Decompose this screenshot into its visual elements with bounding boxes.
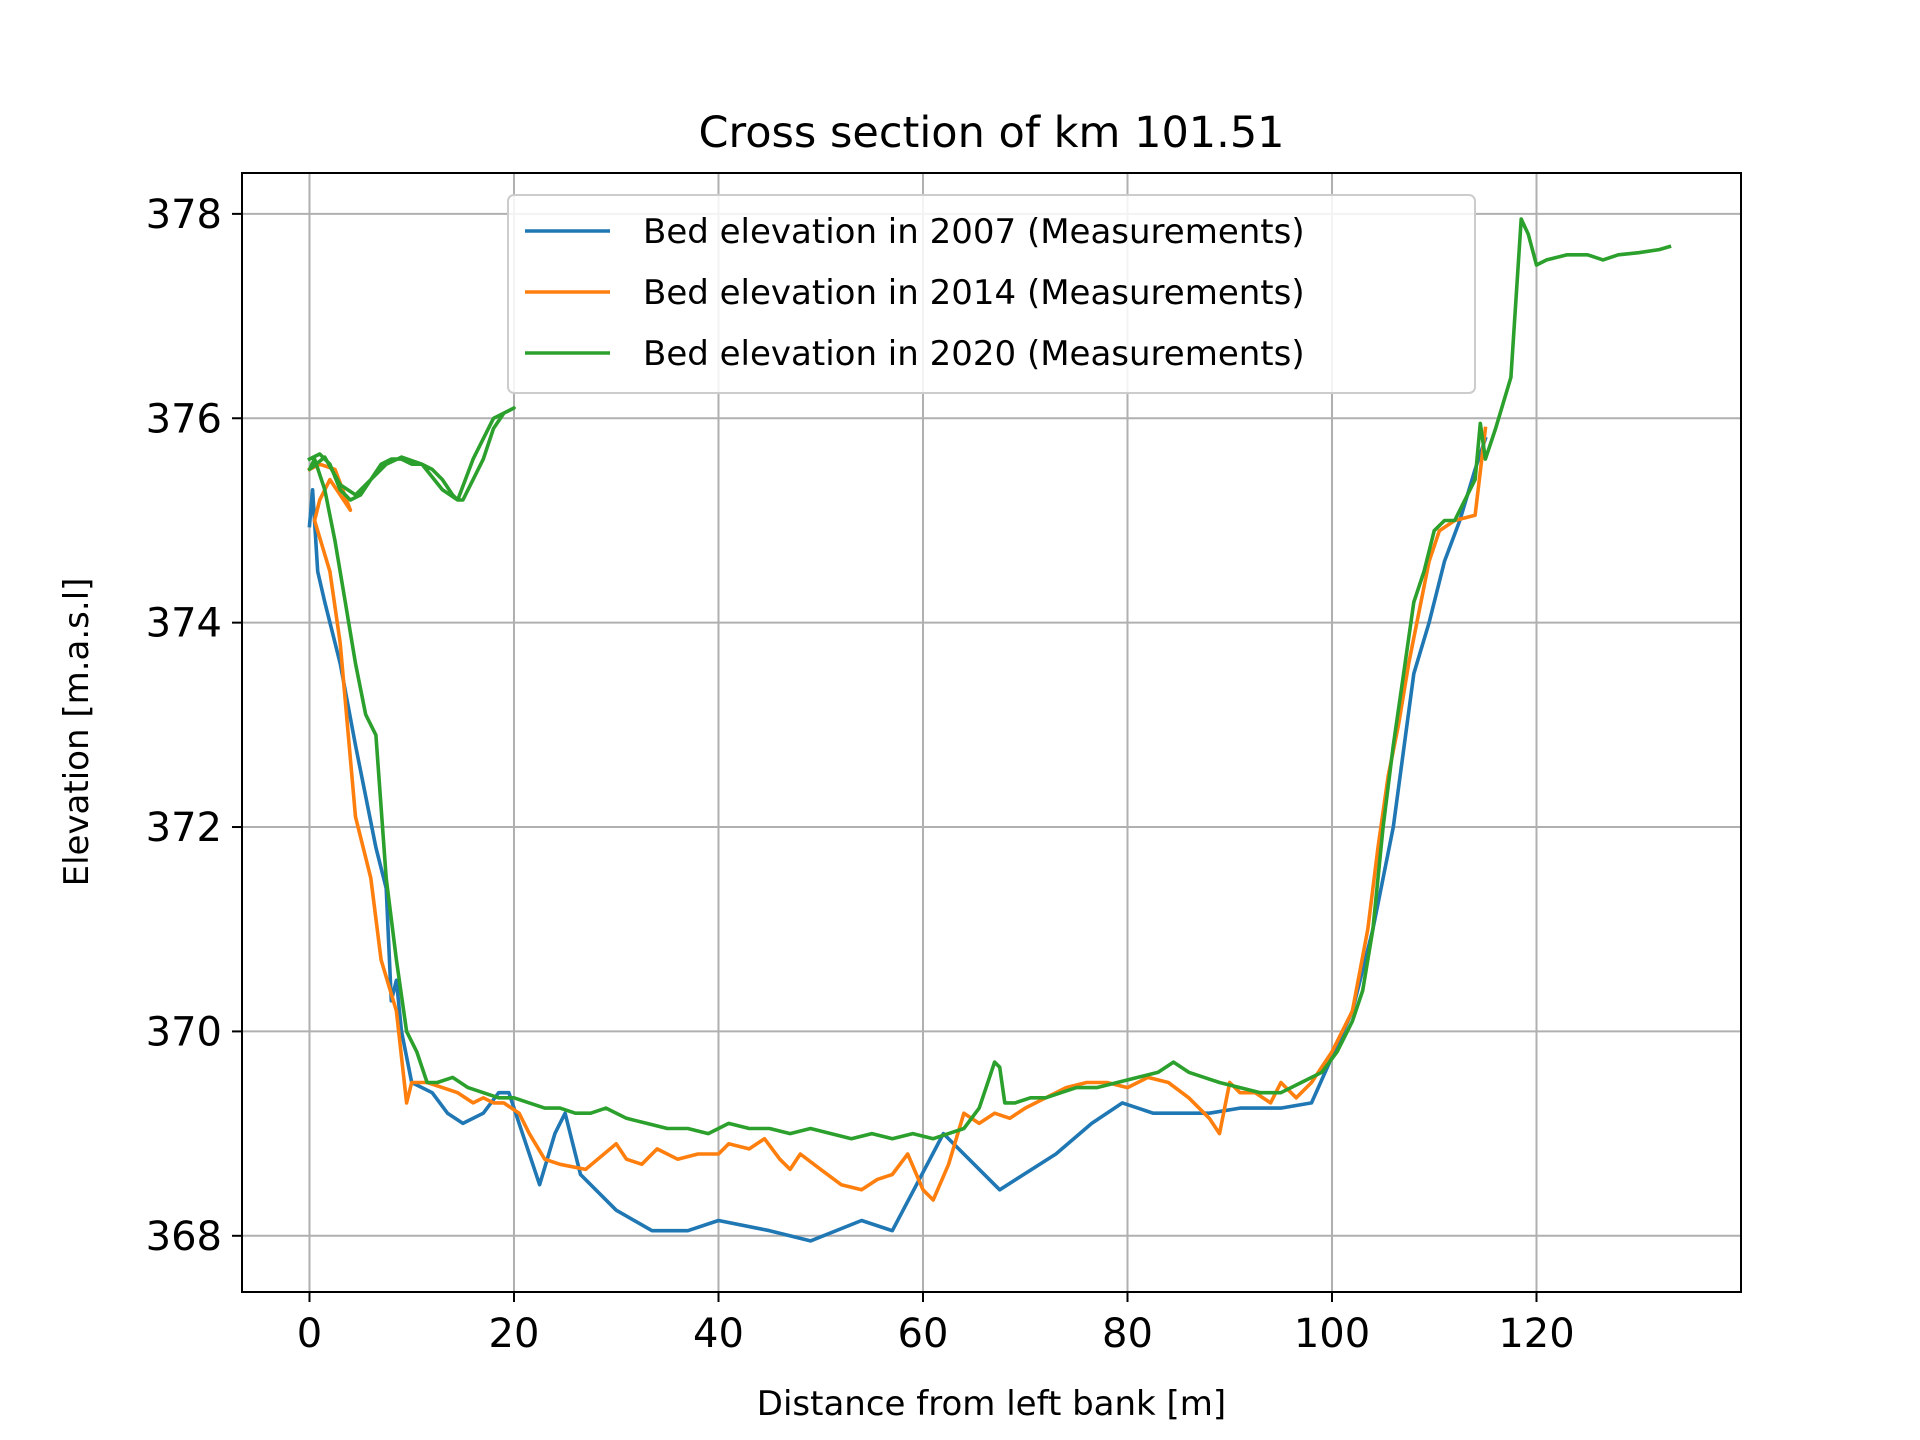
x-axis-label: Distance from left bank [m] bbox=[757, 1384, 1226, 1424]
axis-ticks: 0 20 40 60 80 100 120 368 370 372 374 376 378 bbox=[146, 192, 1575, 1357]
y-tick-label: 368 bbox=[146, 1214, 222, 1260]
x-tick-label: 20 bbox=[489, 1311, 540, 1357]
legend-label-1: Bed elevation in 2007 (Measurements) bbox=[643, 212, 1305, 252]
series-line-2 bbox=[307, 426, 1488, 1202]
x-tick-label: 60 bbox=[898, 1311, 949, 1357]
y-axis-label: Elevation [m.a.s.l] bbox=[57, 578, 97, 887]
plot-lines bbox=[307, 217, 1672, 1243]
x-tick-label: 40 bbox=[693, 1311, 744, 1357]
legend-box bbox=[507, 194, 1476, 394]
x-tick-label: 120 bbox=[1498, 1311, 1574, 1357]
plot-frame bbox=[241, 172, 1742, 1293]
y-tick-label: 376 bbox=[146, 396, 222, 442]
x-tick-label: 0 bbox=[297, 1311, 322, 1357]
legend: Bed elevation in 2007 (Measurements) Bed … bbox=[507, 194, 1476, 394]
y-tick-label: 372 bbox=[146, 805, 222, 851]
chart-title: Cross section of km 101.51 bbox=[698, 108, 1284, 158]
y-tick-label: 378 bbox=[146, 192, 222, 238]
y-tick-label: 374 bbox=[146, 601, 222, 647]
y-tick-label: 370 bbox=[146, 1009, 222, 1055]
x-tick-label: 100 bbox=[1294, 1311, 1370, 1357]
legend-label-3: Bed elevation in 2020 (Measurements) bbox=[643, 334, 1305, 374]
x-tick-label: 80 bbox=[1102, 1311, 1153, 1357]
legend-label-2: Bed elevation in 2014 (Measurements) bbox=[643, 273, 1305, 313]
series-line-3 bbox=[307, 217, 1672, 1141]
